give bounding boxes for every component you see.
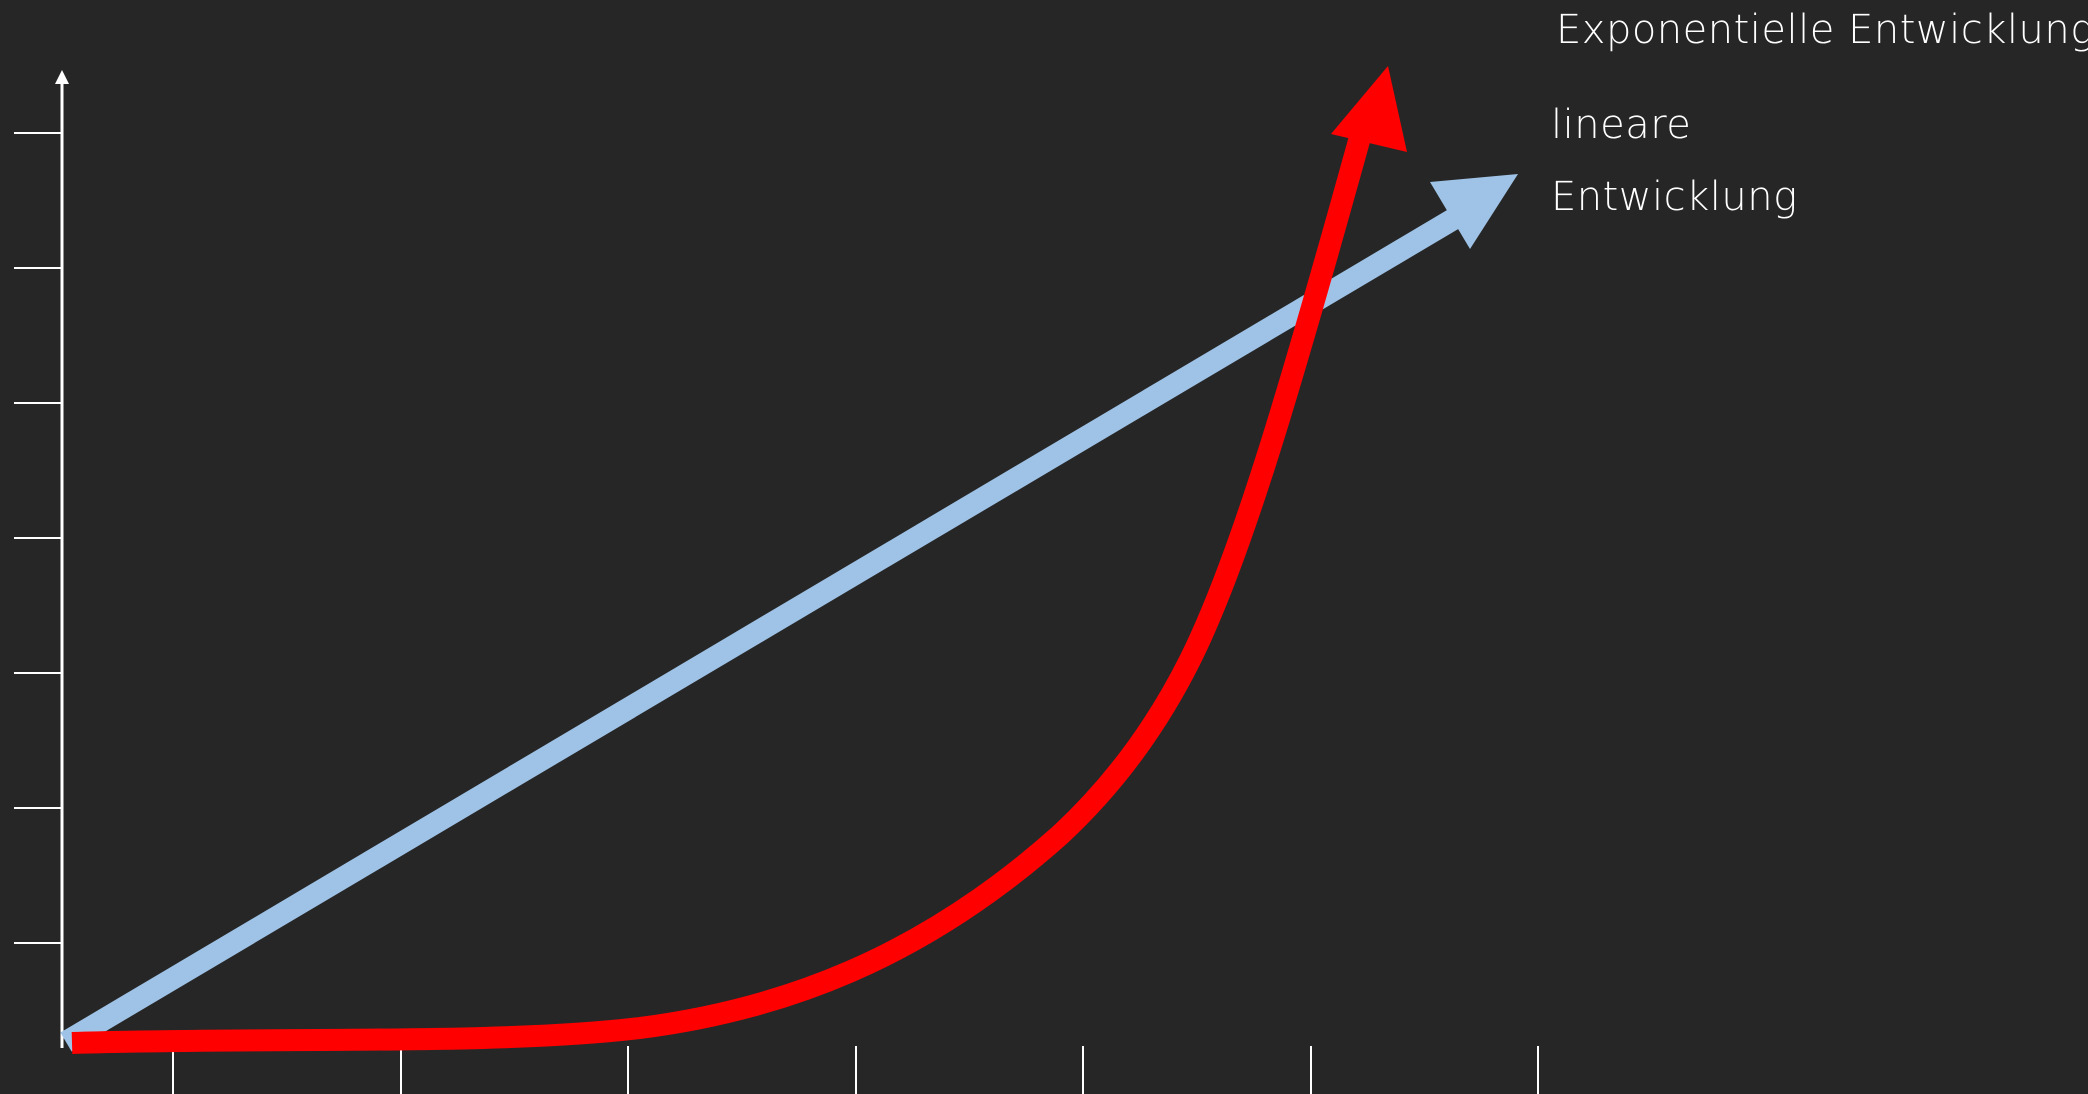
exponential-curve <box>71 127 1373 1054</box>
linear-arrow-shaft <box>60 204 1468 1052</box>
linear-label-line2: Entwicklung <box>1551 174 1798 220</box>
exponential-arrowhead <box>1331 66 1407 152</box>
exponential-label: Exponentielle Entwicklung <box>1556 7 2088 53</box>
linear-arrow <box>60 174 1518 1052</box>
y-axis <box>14 70 69 1048</box>
linear-arrowhead <box>1430 174 1518 249</box>
linear-label-line1: lineare <box>1551 102 1692 148</box>
exponential-arrow <box>71 66 1407 1054</box>
y-axis-arrowhead <box>55 70 69 84</box>
x-axis <box>172 1046 1539 1094</box>
